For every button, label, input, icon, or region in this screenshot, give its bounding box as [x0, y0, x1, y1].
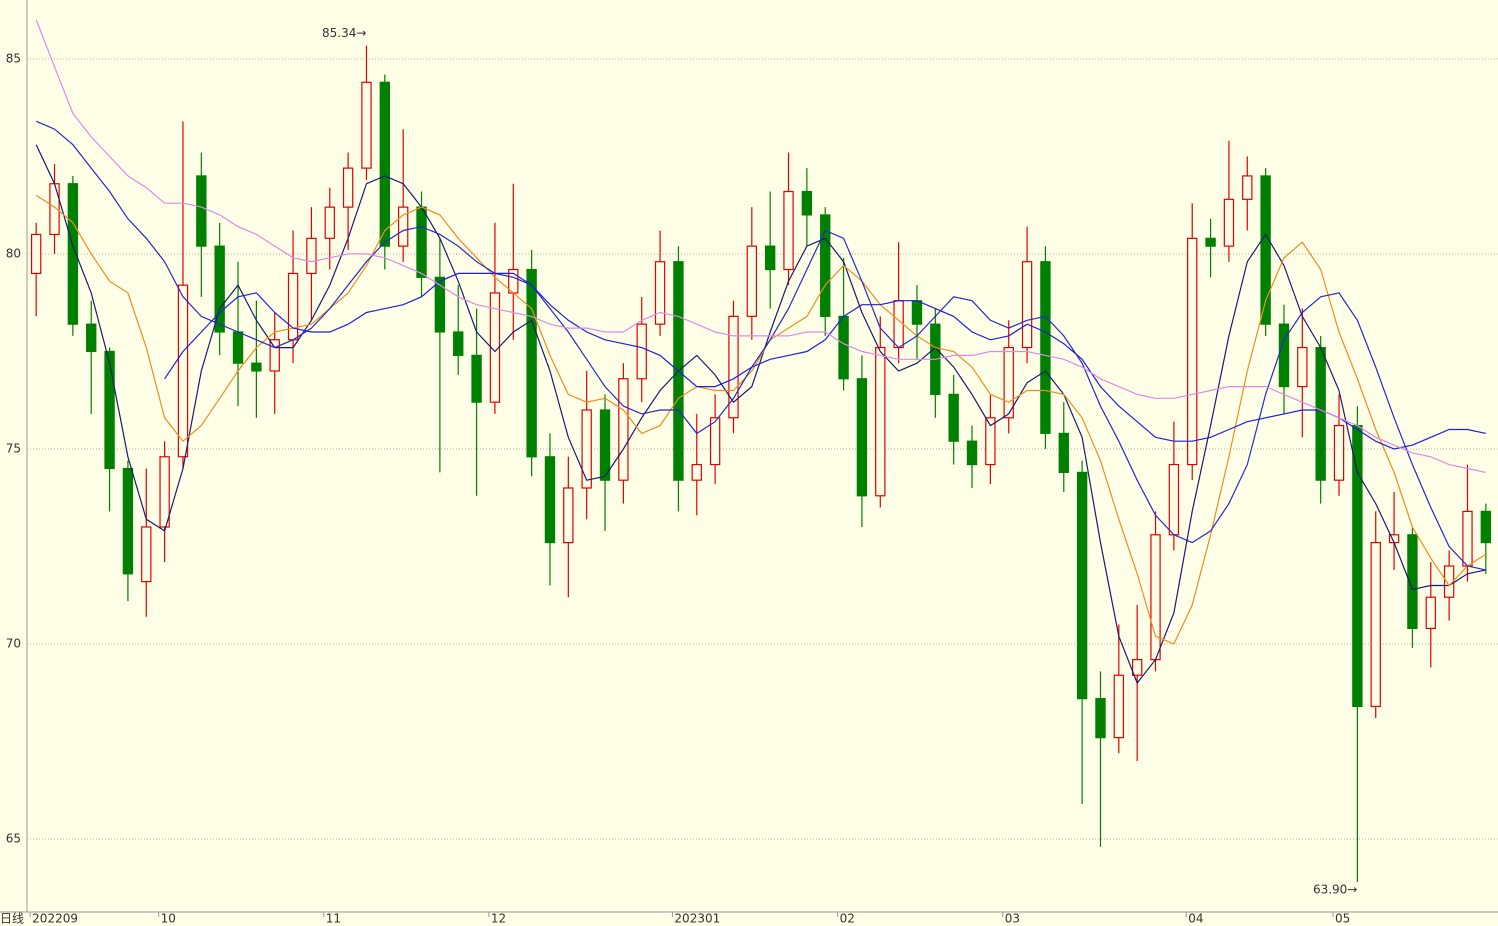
candle-body — [1297, 346, 1308, 388]
candle-body — [342, 167, 354, 208]
candle-body — [453, 331, 464, 356]
candle-body — [856, 378, 868, 497]
candle-body — [691, 463, 702, 481]
candle-body — [966, 440, 978, 466]
candle-body — [1021, 261, 1033, 349]
y-tick-label: 70 — [6, 637, 21, 651]
candle-body — [1076, 471, 1088, 700]
candle-body — [177, 284, 189, 458]
x-tick-label: 202301 — [674, 912, 720, 926]
max-annotation: 85.34→ — [322, 26, 366, 40]
candle-body — [1443, 565, 1455, 598]
candle-body — [1058, 432, 1069, 473]
x-tick-label: 03 — [1005, 912, 1020, 926]
candle-body — [1223, 198, 1235, 247]
y-tick-label: 80 — [6, 246, 21, 260]
candle-body — [104, 350, 115, 470]
candle-body — [1425, 596, 1436, 630]
candle-body — [783, 190, 794, 271]
candle-body — [379, 81, 391, 247]
candle-body — [581, 409, 592, 489]
candle-body — [489, 292, 501, 403]
candle-body — [324, 206, 335, 239]
candle-body — [1003, 346, 1014, 419]
candle-body — [948, 393, 959, 442]
candle-body — [1205, 237, 1216, 247]
candle-body — [1462, 510, 1473, 567]
candle-body — [251, 362, 262, 372]
candle-body — [636, 323, 647, 380]
x-tick-label: 11 — [326, 912, 341, 926]
candle-body — [709, 417, 721, 466]
candle-body — [1168, 463, 1180, 536]
candle-body — [838, 315, 849, 380]
candle-body — [287, 272, 299, 341]
candle-body — [141, 526, 152, 583]
candle-body — [875, 346, 886, 497]
candle-body — [122, 467, 134, 575]
candle-body — [746, 245, 758, 317]
candle-body — [1095, 698, 1106, 739]
candle-body — [526, 268, 537, 458]
candle-body — [1187, 237, 1198, 466]
period-label: 日线 — [0, 912, 24, 926]
candle-body — [820, 214, 831, 317]
candle-body — [654, 261, 666, 325]
x-tick-label: 02 — [840, 912, 855, 926]
candle-body — [86, 323, 97, 353]
candle-body — [893, 300, 904, 349]
x-tick-label: 202209 — [32, 912, 78, 926]
candle-body — [30, 233, 42, 275]
candle-body — [1131, 659, 1143, 676]
min-annotation: 63.90→ — [1313, 882, 1357, 896]
candle-body — [1150, 534, 1161, 661]
candle-body — [1113, 674, 1125, 739]
candle-body — [214, 245, 225, 333]
candle-body — [1407, 534, 1418, 630]
moving-average-line — [35, 120, 1486, 571]
candle-body — [801, 190, 813, 216]
x-tick-label: 10 — [161, 912, 176, 926]
candle-body — [1315, 346, 1326, 481]
candle-body — [361, 81, 372, 169]
candle-body — [1260, 175, 1271, 325]
candle-body — [618, 378, 629, 481]
candle-body — [397, 206, 409, 247]
y-tick-label: 75 — [6, 441, 21, 455]
candle-body — [1040, 261, 1051, 434]
moving-average-line — [35, 194, 1487, 645]
candle-body — [416, 206, 427, 278]
candle-body — [232, 331, 244, 364]
candle-body — [269, 339, 280, 372]
moving-average-line — [35, 19, 1486, 473]
candle-body — [1352, 424, 1363, 708]
candle-body — [1370, 541, 1381, 708]
y-tick-label: 85 — [6, 51, 21, 65]
moving-average-line — [35, 144, 1486, 685]
candle-body — [159, 456, 170, 528]
candle-body — [1242, 175, 1253, 200]
candle-body — [1480, 510, 1492, 544]
candle-body — [471, 354, 482, 403]
y-tick-label: 65 — [6, 832, 21, 846]
candle-body — [599, 409, 611, 481]
candle-body — [728, 315, 739, 419]
candle-body — [544, 456, 556, 544]
candle-body — [1333, 424, 1345, 481]
candle-body — [306, 237, 317, 275]
candle-body — [67, 183, 79, 325]
x-tick-label: 12 — [491, 912, 506, 926]
candle-body — [1278, 323, 1290, 388]
x-tick-label: 05 — [1335, 912, 1350, 926]
candle-body — [764, 245, 776, 271]
candle-body — [434, 276, 446, 333]
moving-average-line — [164, 272, 1486, 450]
candle-body — [196, 175, 207, 247]
candle-body — [563, 487, 574, 544]
candle-body — [985, 417, 996, 466]
candle-body — [911, 300, 923, 325]
x-tick-label: 04 — [1188, 912, 1203, 926]
